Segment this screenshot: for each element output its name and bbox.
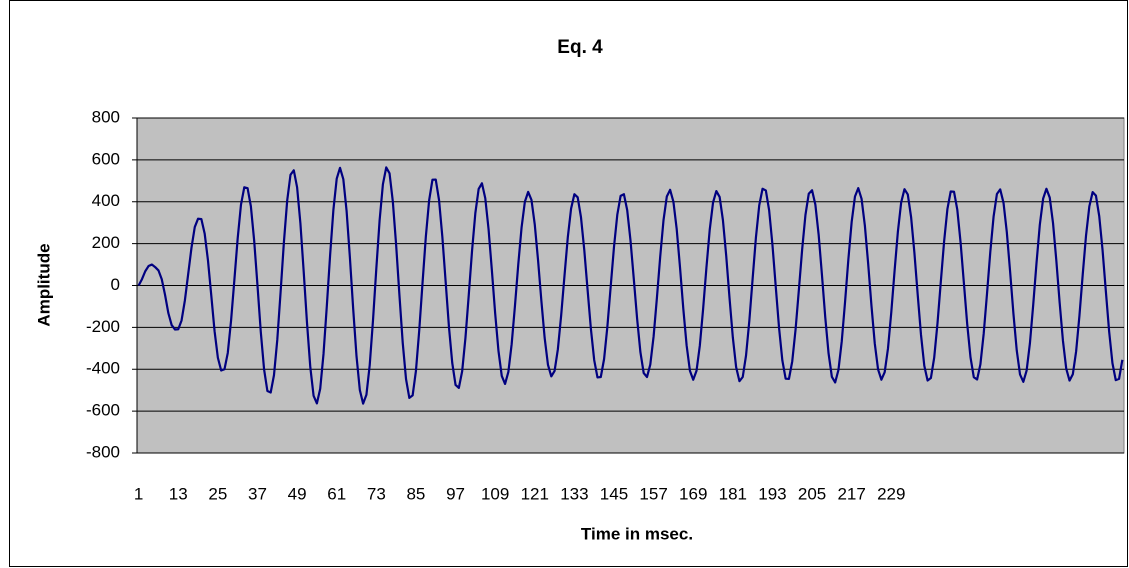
x-tick-label: 205	[798, 484, 826, 503]
x-tick-label: 109	[481, 484, 509, 503]
y-tick-label: -600	[86, 401, 120, 420]
x-tick-label: 49	[288, 484, 307, 503]
y-tick-label: -400	[86, 359, 120, 378]
x-tick-label: 25	[208, 484, 227, 503]
y-tick-label: -200	[86, 317, 120, 336]
x-tick-label: 97	[446, 484, 465, 503]
y-tick-label: 0	[111, 275, 120, 294]
x-tick-label: 217	[837, 484, 865, 503]
y-axis-label: Amplitude	[34, 243, 53, 326]
x-axis-label: Time in msec.	[581, 524, 693, 543]
y-tick-label: -800	[86, 442, 120, 461]
y-tick-label: 800	[92, 107, 120, 126]
x-tick-label: 133	[560, 484, 588, 503]
y-tick-label: 400	[92, 191, 120, 210]
chart-title: Eq. 4	[557, 37, 603, 58]
x-tick-label: 181	[719, 484, 747, 503]
y-tick-label: 600	[92, 149, 120, 168]
x-tick-label: 13	[169, 484, 188, 503]
data-line	[137, 166, 1124, 405]
x-tick-label: 193	[758, 484, 786, 503]
x-tick-label: 61	[327, 484, 346, 503]
x-tick-label: 1	[134, 484, 143, 503]
x-tick-label: 85	[406, 484, 425, 503]
x-tick-label: 169	[679, 484, 707, 503]
y-tick-label: 200	[92, 233, 120, 252]
x-tick-label: 229	[877, 484, 905, 503]
x-tick-label: 145	[600, 484, 628, 503]
x-tick-label: 121	[521, 484, 549, 503]
x-tick-label: 37	[248, 484, 267, 503]
x-tick-label: 73	[367, 484, 386, 503]
x-tick-label: 157	[639, 484, 667, 503]
